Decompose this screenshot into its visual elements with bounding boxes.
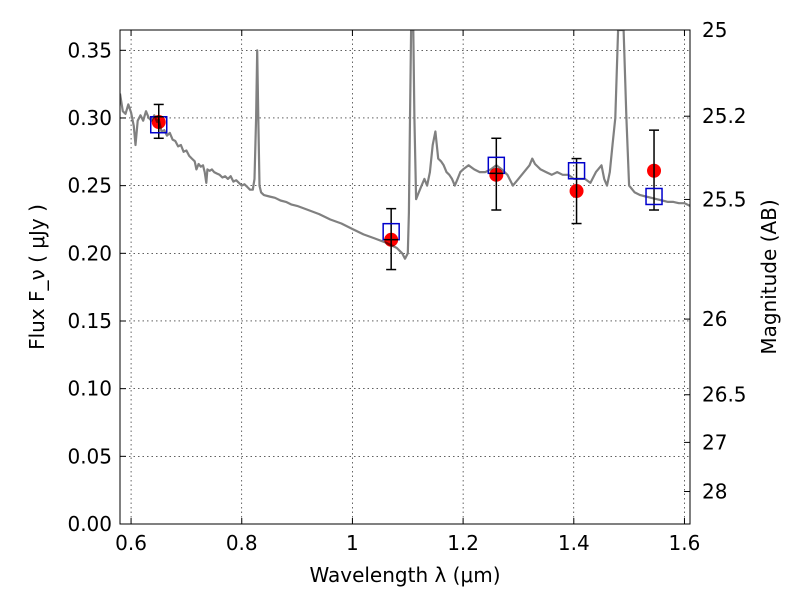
model-square	[645, 187, 663, 206]
right-tick-label: 25	[702, 18, 727, 42]
x-tick-label: 1.2	[447, 531, 479, 555]
data-point	[569, 184, 584, 199]
y-tick-label: 0.35	[67, 38, 112, 62]
y-tick-label: 0.15	[67, 309, 112, 333]
data-point	[489, 167, 504, 182]
y-tick-label: 0.00	[67, 512, 112, 536]
right-tick-label: 26	[702, 307, 727, 331]
data-point	[151, 115, 166, 130]
axes: 0.6 0.8 1 1.2 1.4 1.6 0.00 0.05 0.10 0.15 0.20 0.25…	[67, 18, 746, 555]
y-axis-label: Flux F_ν ( μJy )	[25, 204, 49, 350]
right-tick-label: 27	[702, 430, 727, 454]
right-tick-label: 25.2	[702, 104, 747, 128]
spectrum-line	[120, 30, 690, 260]
x-tick-label: 1.6	[669, 531, 701, 555]
plot-area	[120, 30, 690, 271]
x-tick-label: 1.4	[558, 531, 590, 555]
data-point	[647, 163, 662, 178]
x-axis-label: Wavelength λ (μm)	[309, 563, 500, 587]
right-axis-label: Magnitude (AB)	[757, 199, 781, 354]
data-point	[384, 232, 399, 247]
grid	[120, 30, 690, 524]
x-tick-label: 0.8	[226, 531, 258, 555]
y-tick-label: 0.25	[67, 174, 112, 198]
right-tick-label: 26.5	[702, 383, 747, 407]
y-tick-label: 0.10	[67, 377, 112, 401]
x-tick-label: 1	[346, 531, 359, 555]
y-tick-label: 0.30	[67, 106, 112, 130]
right-tick-label: 25.5	[702, 187, 747, 211]
x-tick-label: 0.6	[115, 531, 147, 555]
y-tick-label: 0.05	[67, 444, 112, 468]
y-tick-label: 0.20	[67, 241, 112, 265]
model-square	[567, 162, 586, 180]
plot-frame	[119, 29, 691, 525]
right-tick-label: 28	[702, 480, 727, 504]
